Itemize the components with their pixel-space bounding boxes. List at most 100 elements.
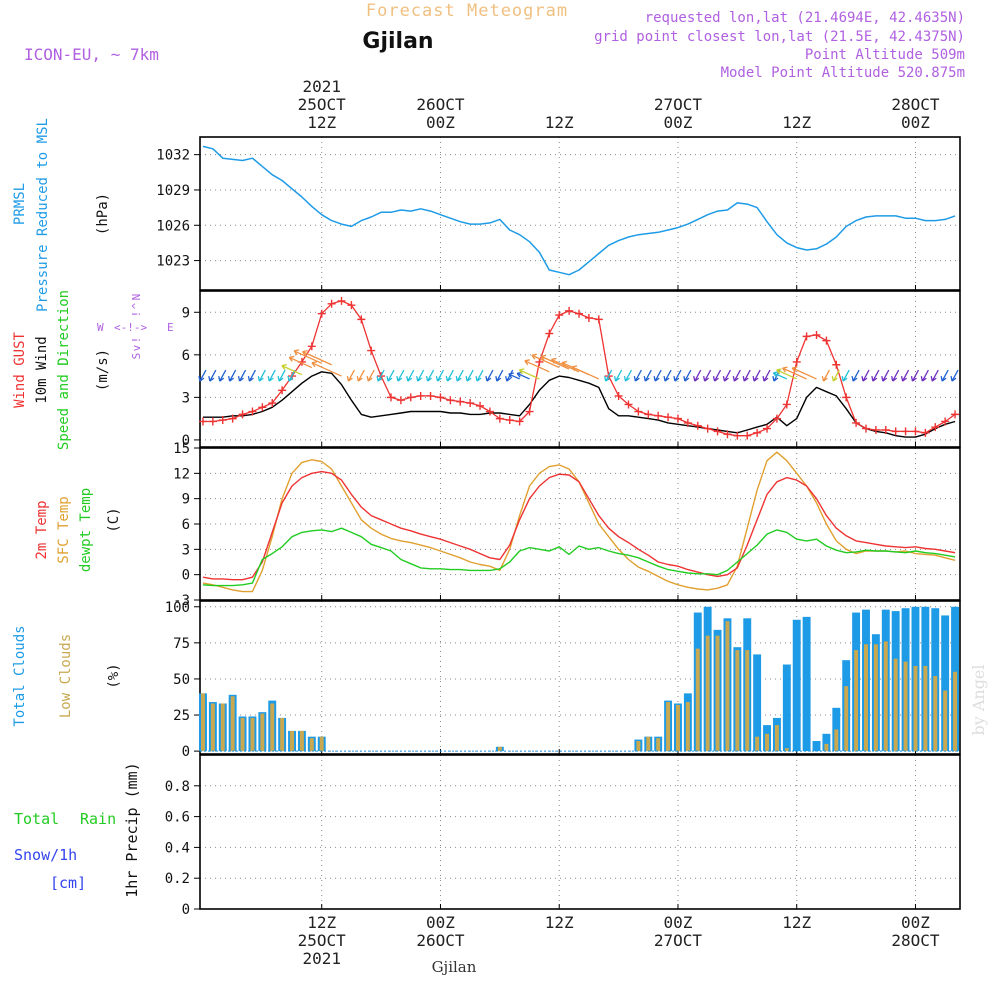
gust-point — [743, 431, 752, 440]
wind-direction-arrow — [435, 369, 445, 382]
low-cloud-bar — [913, 665, 918, 752]
wind-direction-arrow — [831, 369, 840, 382]
low-cloud-bar — [646, 736, 651, 752]
wind-direction-arrow — [891, 369, 900, 382]
gust-point — [307, 342, 316, 351]
y-tick-label: 100 — [165, 600, 190, 616]
low-cloud-bar — [873, 644, 878, 752]
gust-point — [723, 430, 732, 439]
gust-point — [495, 414, 504, 423]
wind-label-gust: Wind GUST — [12, 332, 28, 408]
grid-point-coords: grid point closest lon,lat (21.5E, 42.43… — [594, 29, 965, 45]
gust-point — [198, 417, 207, 426]
wind-direction-arrow — [257, 369, 266, 382]
low-cloud-bar — [200, 693, 205, 752]
panel-3: 0 25 50 75 100 — [165, 600, 961, 760]
wind-direction-arrow — [752, 369, 761, 382]
low-cloud-bar — [844, 686, 849, 752]
wind-direction-arrow — [346, 369, 355, 382]
panel-frame — [199, 754, 961, 910]
low-cloud-bar — [299, 730, 304, 752]
low-cloud-bar — [656, 738, 661, 752]
gust-point — [327, 299, 336, 308]
wind-direction-arrow — [198, 369, 207, 382]
compass-south-bar: ! — [130, 337, 143, 344]
gust-point — [406, 393, 415, 402]
low-cloud-bar — [705, 635, 710, 752]
gust-point — [881, 425, 890, 434]
low-cloud-bar — [784, 748, 789, 752]
total-cloud-bar — [941, 615, 950, 752]
low-cloud-bar — [280, 717, 285, 752]
panel-frame — [199, 136, 961, 291]
y-tick-label: 0 — [182, 568, 190, 584]
gust-point — [911, 427, 920, 436]
gust-point — [753, 428, 762, 437]
total-cloud-bar — [822, 733, 831, 752]
y-tick-label: 0.2 — [165, 871, 190, 887]
low-cloud-bar — [765, 733, 770, 752]
gust-point — [763, 424, 772, 433]
gust-point — [931, 423, 940, 432]
wind-direction-arrow — [277, 369, 286, 382]
precip-labels: Total Rain Snow/1h [cm] 1hr Precip (mm) — [14, 762, 141, 897]
gust-point — [515, 417, 524, 426]
low-cloud-bar — [230, 696, 235, 752]
pressure-labels: PRMSL Pressure Reduced to MSL (hPa) — [12, 118, 111, 312]
y-tick-label: 0 — [182, 433, 190, 449]
low-cloud-bar — [854, 650, 859, 752]
wind-label-10m: 10m Wind — [34, 336, 50, 403]
low-cloud-bar — [715, 635, 720, 752]
y-tick-label: 0.8 — [165, 779, 190, 795]
wind-direction-arrow — [712, 369, 722, 382]
wind-direction-arrow — [732, 369, 741, 382]
gust-point — [386, 393, 395, 402]
low-cloud-bar — [695, 648, 700, 752]
gust-point — [673, 414, 682, 423]
gust-point — [466, 399, 475, 408]
time-label-top: 2021 — [302, 77, 341, 96]
gust-point — [594, 315, 603, 324]
gust-point — [852, 418, 861, 427]
wind-direction-arrow — [604, 369, 613, 382]
time-label-bottom: 12Z — [782, 913, 811, 932]
wind-direction-arrow — [613, 369, 623, 382]
temp-label-unit: (C) — [106, 507, 122, 532]
low-cloud-bar — [260, 713, 265, 752]
wind-direction-arrow — [376, 369, 385, 382]
low-cloud-bar — [240, 717, 245, 752]
gust-point — [436, 393, 445, 402]
panel-2: -3 0 3 6 9 12 15 — [173, 441, 961, 609]
low-cloud-bar — [755, 736, 760, 752]
wind-direction-arrow — [653, 369, 662, 382]
cloud-labels: Total Clouds Low Clouds (%) — [12, 625, 122, 726]
wind-direction-arrow — [643, 369, 652, 382]
wind-labels: Wind GUST 10m Wind Speed and Direction (… — [12, 290, 111, 450]
wind-direction-arrow — [782, 366, 807, 380]
wind-direction-arrow — [425, 369, 435, 382]
y-tick-label: 9 — [182, 305, 190, 321]
compass-arrow-down: v — [130, 344, 143, 351]
wind-direction-arrow — [683, 369, 692, 382]
panel-4: 0 0.2 0.4 0.6 0.8 — [165, 754, 961, 918]
wind-direction-arrow — [693, 369, 702, 382]
gust-point — [575, 309, 584, 318]
cloud-label-total: Total Clouds — [12, 625, 28, 726]
low-cloud-bar — [725, 621, 730, 752]
low-cloud-bar — [497, 746, 502, 752]
wind-direction-arrow — [518, 368, 540, 380]
wind-direction-arrow — [776, 368, 797, 380]
y-tick-label: 1023 — [156, 254, 190, 270]
compass-n: N — [130, 294, 143, 301]
low-cloud-bar — [903, 661, 908, 752]
wind-direction-arrow — [722, 369, 732, 382]
gust-point — [218, 416, 227, 425]
y-tick-label: 1029 — [156, 183, 190, 199]
gust-point — [772, 414, 781, 423]
panel-frame — [199, 600, 961, 755]
time-label-bottom: 00Z — [901, 913, 930, 932]
wind-direction-arrow — [311, 361, 342, 377]
gust-point — [693, 421, 702, 430]
